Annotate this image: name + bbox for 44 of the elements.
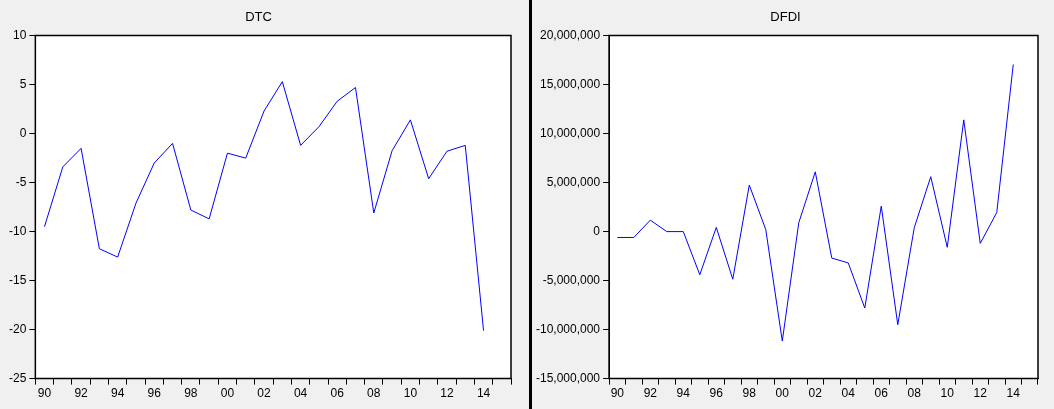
y-tick-label: -10,000,000 [535, 321, 601, 336]
chart-title: DFDI [770, 9, 801, 25]
x-tick-label: 14 [1006, 386, 1021, 401]
x-tick-label: 02 [808, 386, 823, 401]
x-tick-label: 90 [610, 386, 625, 401]
y-tick-label: 0 [593, 223, 601, 238]
x-tick-label: 04 [293, 386, 308, 401]
x-tick-label: 98 [742, 386, 757, 401]
x-tick-label: 90 [37, 386, 52, 401]
y-tick-label: -20 [9, 321, 27, 336]
x-tick-label: 02 [257, 386, 272, 401]
x-tick-label: 00 [775, 386, 790, 401]
x-tick-label: 94 [110, 386, 125, 401]
y-tick-label: 10,000,000 [539, 125, 601, 140]
x-tick-label: 08 [367, 386, 381, 401]
x-tick-label: 14 [476, 386, 491, 401]
x-tick-label: 10 [940, 386, 955, 401]
y-tick-label: 15,000,000 [539, 76, 601, 91]
x-tick-label: 98 [184, 386, 198, 401]
y-tick-label: -5 [15, 174, 27, 189]
y-tick-label: 10 [12, 27, 27, 42]
x-tick-label: 12 [973, 386, 988, 401]
x-tick-label: 92 [74, 386, 89, 401]
y-tick-label: -10 [9, 223, 27, 238]
x-tick-label: 06 [874, 386, 889, 401]
x-tick-label: 10 [403, 386, 418, 401]
x-tick-label: 94 [676, 386, 691, 401]
y-tick-label: 0 [19, 125, 27, 140]
x-tick-label: 96 [147, 386, 162, 401]
y-tick-label: -15,000,000 [535, 370, 601, 385]
x-tick-label: 06 [330, 386, 345, 401]
x-tick-label: 04 [841, 386, 856, 401]
y-tick-label: -25 [9, 370, 27, 385]
x-tick-label: 96 [709, 386, 724, 401]
y-tick-label: -5,000,000 [542, 272, 601, 287]
x-tick-label: 00 [220, 386, 235, 401]
y-tick-label: -15 [9, 272, 27, 287]
x-tick-label: 92 [643, 386, 658, 401]
x-tick-label: 12 [440, 386, 454, 401]
y-tick-label: 5,000,000 [546, 174, 601, 189]
y-tick-label: 20,000,000 [539, 27, 601, 42]
chart-title: DTC [245, 9, 272, 25]
y-tick-label: 5 [19, 76, 27, 91]
x-tick-label: 08 [907, 386, 922, 401]
